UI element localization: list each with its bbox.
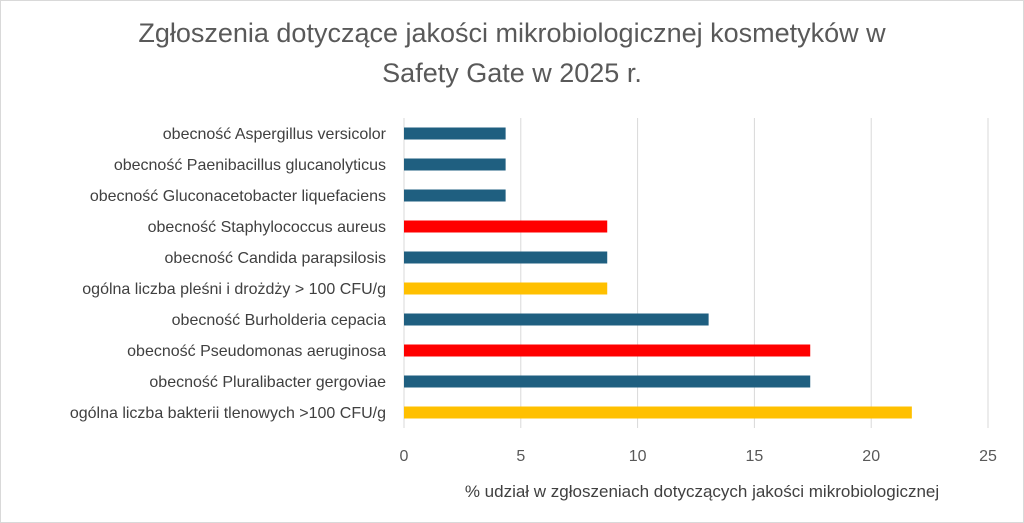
bar (404, 406, 912, 419)
bar (404, 158, 506, 171)
category-label: obecność Pseudomonas aeruginosa (127, 343, 386, 360)
bar (404, 189, 506, 202)
bars (404, 127, 912, 419)
bar (404, 344, 811, 357)
chart-title: Zgłoszenia dotyczące jakości mikrobiolog… (138, 18, 886, 88)
category-label: obecność Gluconacetobacter liquefaciens (90, 188, 386, 205)
category-label: obecność Pluralibacter gergoviae (149, 374, 386, 391)
category-label: obecność Aspergillus versicolor (163, 126, 387, 143)
x-tick-label: 20 (862, 448, 880, 465)
category-label: ogólna liczba bakterii tlenowych >100 CF… (70, 405, 386, 422)
x-tick-label: 15 (746, 448, 764, 465)
bar (404, 251, 608, 264)
category-label: obecność Staphylococcus aureus (148, 219, 386, 236)
category-label: ogólna liczba pleśni i drożdży > 100 CFU… (82, 281, 386, 298)
x-tick-label: 25 (979, 448, 997, 465)
x-tick-labels: 0 5 10 15 20 25 (400, 448, 997, 465)
bar (404, 127, 506, 140)
bar (404, 375, 811, 388)
chart-title-line-2: Safety Gate w 2025 r. (382, 58, 642, 88)
category-label: obecność Candida parapsilosis (165, 250, 386, 267)
category-labels: obecność Aspergillus versicolor obecność … (70, 126, 387, 422)
x-axis-label: % udział w zgłoszeniach dotyczących jako… (465, 482, 939, 501)
x-tick-label: 0 (400, 448, 409, 465)
bar (404, 282, 608, 295)
category-label: obecność Burholderia cepacia (172, 312, 386, 329)
bar (404, 313, 709, 326)
chart-title-line-1: Zgłoszenia dotyczące jakości mikrobiolog… (138, 18, 886, 48)
x-tick-label: 10 (629, 448, 647, 465)
x-tick-label: 5 (516, 448, 525, 465)
category-label: obecność Paenibacillus glucanolyticus (114, 157, 386, 174)
bar (404, 220, 608, 233)
